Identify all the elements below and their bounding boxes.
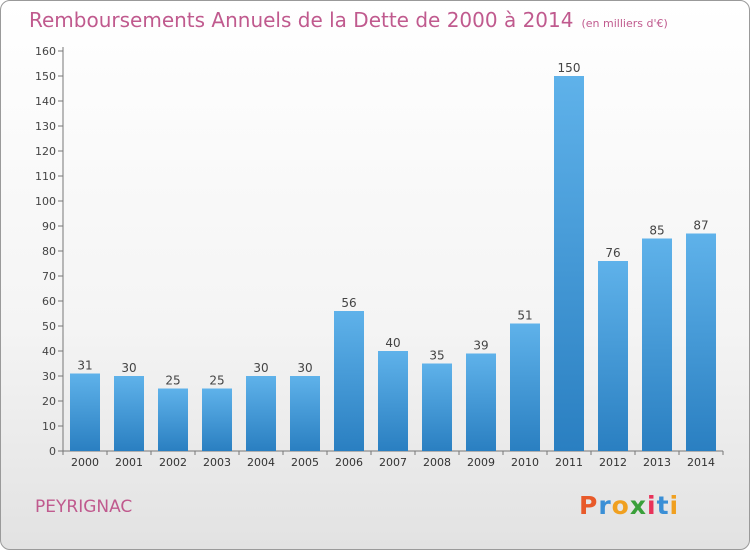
y-tick-label: 0 bbox=[49, 445, 56, 458]
x-tick-label: 2002 bbox=[159, 456, 187, 469]
x-tick-label: 2006 bbox=[335, 456, 363, 469]
data-label-2013: 85 bbox=[649, 224, 664, 238]
data-label-2006: 56 bbox=[341, 296, 356, 310]
y-tick-label: 140 bbox=[35, 95, 56, 108]
x-tick-label: 2013 bbox=[643, 456, 671, 469]
data-label-2011: 150 bbox=[558, 61, 581, 75]
bar-2012 bbox=[598, 261, 628, 451]
chart-title-block: Remboursements Annuels de la Dette de 20… bbox=[29, 8, 668, 32]
y-tick-label: 120 bbox=[35, 145, 56, 158]
x-tick-label: 2003 bbox=[203, 456, 231, 469]
y-tick-label: 160 bbox=[35, 45, 56, 58]
x-tick-label: 2008 bbox=[423, 456, 451, 469]
y-tick-label: 50 bbox=[42, 320, 56, 333]
bar-2005 bbox=[290, 376, 320, 451]
x-tick-label: 2001 bbox=[115, 456, 143, 469]
x-tick-label: 2004 bbox=[247, 456, 275, 469]
y-tick-label: 30 bbox=[42, 370, 56, 383]
y-tick-label: 150 bbox=[35, 70, 56, 83]
bar-2006 bbox=[334, 311, 364, 451]
y-tick-label: 110 bbox=[35, 170, 56, 183]
y-tick-label: 70 bbox=[42, 270, 56, 283]
bar-2003 bbox=[202, 388, 232, 451]
bar-2000 bbox=[70, 373, 100, 451]
data-label-2008: 35 bbox=[429, 349, 444, 363]
bar-2008 bbox=[422, 363, 452, 451]
logo-letter: o bbox=[611, 491, 630, 520]
x-tick-label: 2014 bbox=[687, 456, 715, 469]
bar-2009 bbox=[466, 353, 496, 451]
data-label-2004: 30 bbox=[253, 361, 268, 375]
x-tick-label: 2010 bbox=[511, 456, 539, 469]
proxiti-logo: Proxiti bbox=[579, 491, 679, 520]
y-tick-label: 90 bbox=[42, 220, 56, 233]
bar-2004 bbox=[246, 376, 276, 451]
bar-2010 bbox=[510, 323, 540, 451]
y-tick-label: 40 bbox=[42, 345, 56, 358]
y-tick-label: 60 bbox=[42, 295, 56, 308]
y-tick-label: 80 bbox=[42, 245, 56, 258]
logo-letter: P bbox=[579, 491, 599, 520]
data-label-2010: 51 bbox=[517, 309, 532, 323]
chart-subtitle: (en milliers d'€) bbox=[581, 17, 668, 30]
data-label-2009: 39 bbox=[473, 339, 488, 353]
y-tick-label: 10 bbox=[42, 420, 56, 433]
logo-letter: i bbox=[669, 491, 680, 520]
bar-2007 bbox=[378, 351, 408, 451]
data-label-2012: 76 bbox=[605, 246, 620, 260]
x-tick-label: 2011 bbox=[555, 456, 583, 469]
logo-letter: i bbox=[647, 491, 657, 520]
data-label-2005: 30 bbox=[297, 361, 312, 375]
bar-2001 bbox=[114, 376, 144, 451]
bar-2014 bbox=[686, 233, 716, 451]
bar-2011 bbox=[554, 76, 584, 451]
data-label-2002: 25 bbox=[165, 374, 180, 388]
logo-letter: x bbox=[629, 491, 647, 520]
logo-letter: t bbox=[656, 491, 670, 520]
y-tick-label: 130 bbox=[35, 120, 56, 133]
chart-title: Remboursements Annuels de la Dette de 20… bbox=[29, 8, 574, 32]
y-tick-label: 20 bbox=[42, 395, 56, 408]
y-tick-label: 100 bbox=[35, 195, 56, 208]
data-label-2003: 25 bbox=[209, 374, 224, 388]
commune-name: PEYRIGNAC bbox=[35, 497, 133, 517]
data-label-2001: 30 bbox=[121, 361, 136, 375]
x-tick-label: 2007 bbox=[379, 456, 407, 469]
bar-2013 bbox=[642, 238, 672, 451]
logo-letter: r bbox=[598, 491, 612, 520]
x-tick-label: 2012 bbox=[599, 456, 627, 469]
bar-2002 bbox=[158, 388, 188, 451]
x-tick-label: 2005 bbox=[291, 456, 319, 469]
data-label-2014: 87 bbox=[693, 219, 708, 233]
data-label-2000: 31 bbox=[77, 359, 92, 373]
x-tick-label: 2009 bbox=[467, 456, 495, 469]
x-tick-label: 2000 bbox=[71, 456, 99, 469]
data-label-2007: 40 bbox=[385, 336, 400, 350]
